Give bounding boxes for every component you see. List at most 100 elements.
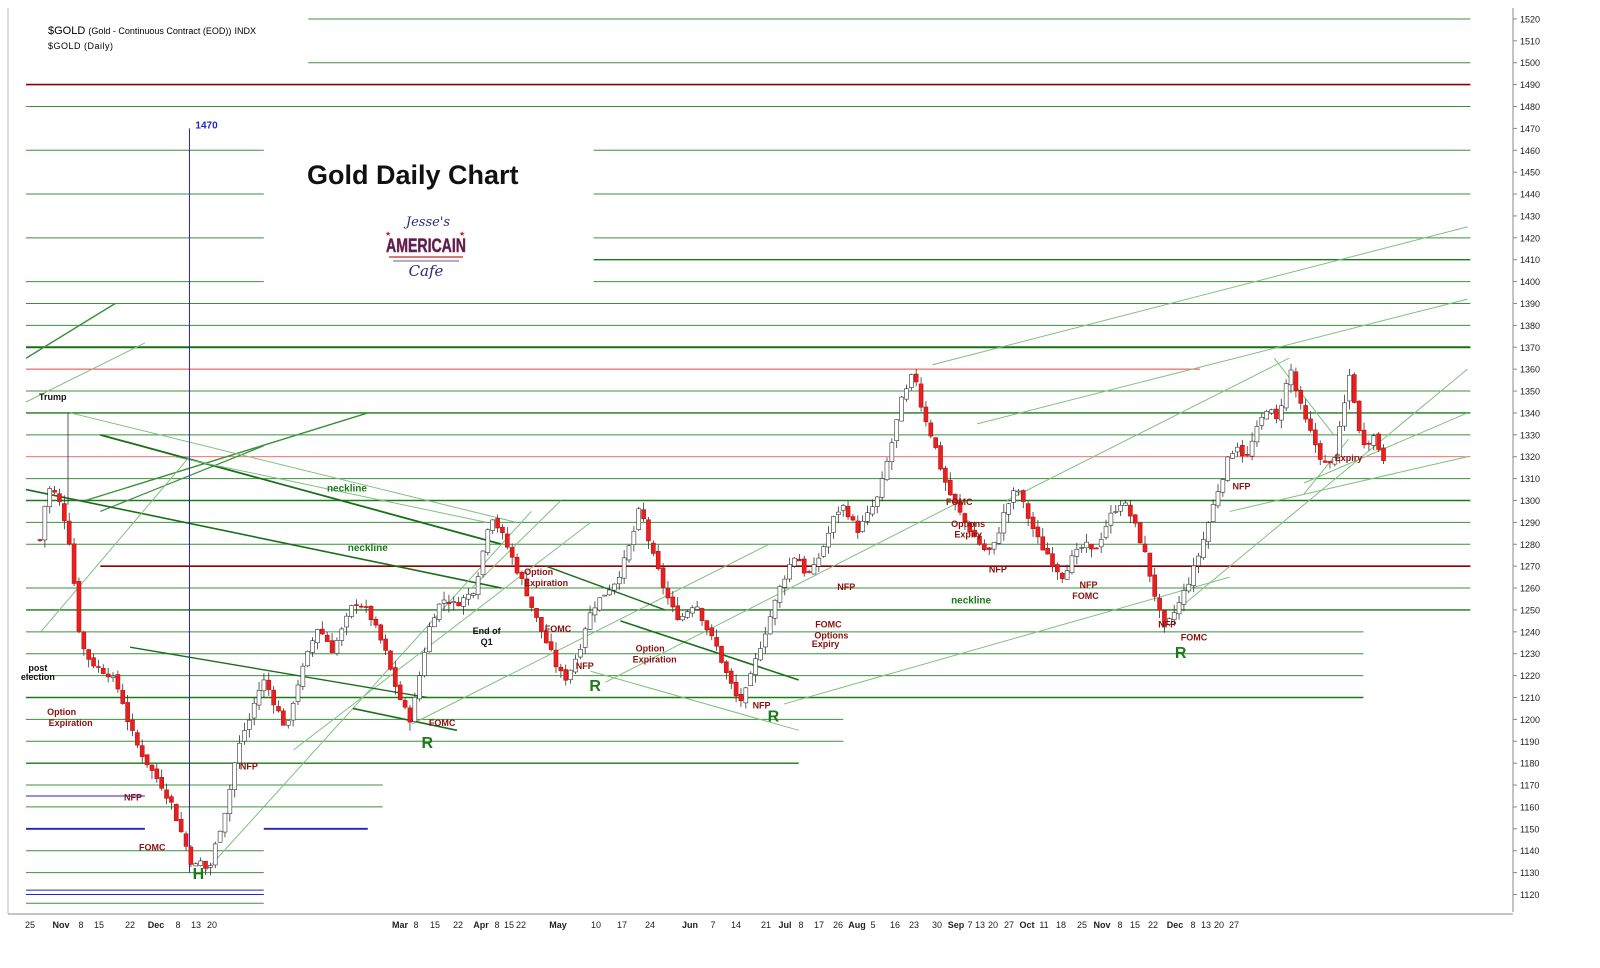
candle-up <box>1283 383 1289 409</box>
candle-up <box>461 597 466 607</box>
candle-up <box>295 684 301 702</box>
candle-up <box>612 583 617 591</box>
annotation-label: R <box>589 678 601 695</box>
candle-up <box>1220 479 1226 493</box>
date-tick-label: 17 <box>814 920 824 930</box>
date-tick-label: 15 <box>430 920 440 930</box>
candle-up <box>821 546 827 557</box>
candle-up <box>894 419 900 441</box>
candle-down <box>324 634 330 642</box>
candle-up <box>1201 539 1206 558</box>
price-tick-label: 1380 <box>1520 321 1540 331</box>
date-tick-label: 24 <box>645 920 655 930</box>
trend-line <box>545 565 666 611</box>
candle-up <box>1016 490 1021 493</box>
candle-down <box>724 661 729 673</box>
candle-up <box>334 640 340 654</box>
svg-text:★: ★ <box>385 230 391 238</box>
date-tick-label: Nov <box>1093 920 1110 930</box>
candle-up <box>1191 565 1196 586</box>
candle-up <box>1210 504 1216 522</box>
candle-up <box>1006 503 1011 515</box>
candle-up <box>1167 618 1172 625</box>
candle-down <box>797 558 802 562</box>
candle-up <box>904 388 909 400</box>
candle-up <box>344 615 349 628</box>
date-tick-label: 8 <box>1190 920 1195 930</box>
price-tick-label: 1190 <box>1520 737 1539 747</box>
candle-down <box>1128 504 1133 517</box>
candle-down <box>962 513 968 523</box>
candle-up <box>427 626 432 653</box>
candle-up <box>466 593 471 600</box>
candle-up <box>772 599 778 619</box>
candle-down <box>500 526 505 534</box>
candle-down <box>1274 408 1279 419</box>
candle-up <box>811 564 817 575</box>
date-tick-label: 18 <box>1056 920 1066 930</box>
candle-down <box>733 681 739 697</box>
candle-down <box>164 789 169 799</box>
price-tick-label: 1460 <box>1520 146 1540 156</box>
candle-up <box>470 593 476 596</box>
date-tick-label: 27 <box>1229 920 1239 930</box>
candle-up <box>47 488 53 507</box>
candle-down <box>120 689 126 704</box>
candle-up <box>1001 512 1007 534</box>
annotation-label: Expiration <box>524 578 568 588</box>
price-tick-label: 1140 <box>1520 846 1539 856</box>
candle-down <box>548 641 554 650</box>
candle-up <box>247 719 252 730</box>
candle-down <box>928 422 934 437</box>
date-tick-label: 5 <box>870 920 875 930</box>
candle-up <box>860 521 865 532</box>
price-tick-label: 1210 <box>1520 693 1540 703</box>
price-tick-label: 1130 <box>1520 868 1539 878</box>
candle-up <box>1118 505 1123 512</box>
candle-up <box>840 505 846 511</box>
logo-line2: AMERICAIN <box>386 236 466 257</box>
trend-line <box>783 576 1230 705</box>
annotation-label: Trump <box>39 392 67 402</box>
trend-lines <box>25 226 1468 873</box>
candle-up <box>582 628 588 648</box>
candle-down <box>1366 443 1372 445</box>
candle-up <box>1084 541 1089 549</box>
candle-up <box>597 597 603 611</box>
candle-down <box>665 587 671 599</box>
candle-up <box>631 531 637 545</box>
candle-down <box>553 649 559 668</box>
candle-down <box>728 670 734 684</box>
price-tick-label: 1390 <box>1520 299 1540 309</box>
candle-down <box>855 520 861 533</box>
price-tick-label: 1170 <box>1520 781 1539 791</box>
candle-down <box>183 833 189 847</box>
candle-up <box>242 730 247 742</box>
annotation-label: Expiry <box>1335 453 1363 463</box>
candle-up <box>1205 522 1211 542</box>
candle-down <box>373 618 379 626</box>
trend-line <box>70 412 517 523</box>
candle-down <box>986 547 992 550</box>
candle-up <box>1108 512 1114 526</box>
candle-down <box>154 768 160 779</box>
annotation-label: Option <box>636 644 665 654</box>
candle-down <box>719 645 724 663</box>
candle-down <box>397 684 403 700</box>
candle-down <box>393 667 398 687</box>
price-tick-label: 1180 <box>1520 759 1539 769</box>
annotation-label: Expiry <box>954 530 982 540</box>
candle-up <box>748 673 753 687</box>
candle-down <box>651 542 656 554</box>
date-tick-label: 14 <box>731 920 741 930</box>
price-tick-label: 1290 <box>1520 518 1540 528</box>
candle-up <box>568 669 573 680</box>
candle-up <box>237 742 242 764</box>
date-tick-label: May <box>549 920 567 930</box>
candle-down <box>1352 374 1357 403</box>
annotation-label: Expiry <box>812 639 840 649</box>
candle-down <box>641 509 646 519</box>
date-tick-label: 11 <box>1039 920 1048 930</box>
candle-down <box>62 503 67 522</box>
price-tick-label: 1470 <box>1520 124 1540 134</box>
